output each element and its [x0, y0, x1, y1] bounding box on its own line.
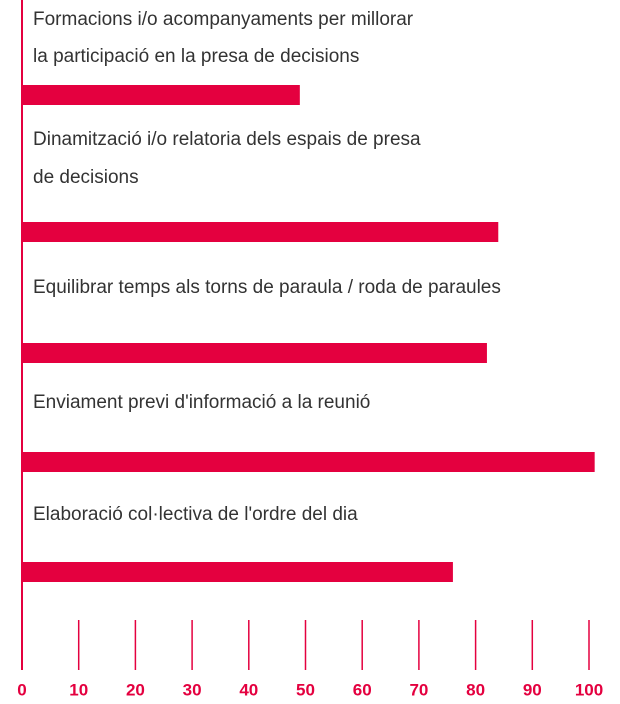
category-label: Dinamització i/o relatoria dels espais d…: [33, 129, 421, 150]
x-tick-label: 20: [126, 680, 145, 699]
category-label: Formacions i/o acompanyaments per millor…: [33, 9, 414, 30]
x-tick-label: 0: [17, 680, 26, 699]
x-tick-label: 100: [575, 680, 603, 699]
category-label: la participació en la presa de decisions: [33, 46, 359, 67]
bar: [22, 452, 595, 472]
x-tick-label: 30: [183, 680, 202, 699]
category-label: de decisions: [33, 167, 139, 188]
x-tick-label: 70: [409, 680, 428, 699]
category-label: Equilibrar temps als torns de paraula / …: [33, 277, 501, 298]
category-label: Elaboració col·lectiva de l'ordre del di…: [33, 504, 358, 525]
x-tick-label: 50: [296, 680, 315, 699]
x-tick-label: 80: [466, 680, 485, 699]
bar: [22, 562, 453, 582]
x-tick-label: 60: [353, 680, 372, 699]
x-tick-label: 40: [239, 680, 258, 699]
bar: [22, 222, 499, 242]
bar: [22, 343, 487, 363]
x-tick-label: 90: [523, 680, 542, 699]
bar: [22, 85, 300, 105]
x-tick-label: 10: [69, 680, 88, 699]
category-label: Enviament previ d'informació a la reunió: [33, 392, 370, 413]
